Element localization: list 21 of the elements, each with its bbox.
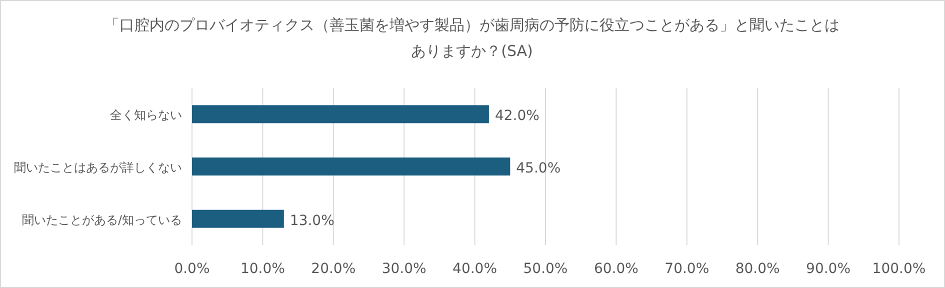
data-label: 13.0% bbox=[290, 212, 334, 229]
x-tick-label: 10.0% bbox=[240, 261, 285, 277]
x-tick-label: 50.0% bbox=[523, 261, 568, 277]
data-label: 45.0% bbox=[516, 160, 561, 176]
y-tick-label: 全く知らない bbox=[110, 108, 182, 122]
x-tick-label: 70.0% bbox=[664, 261, 710, 277]
y-tick-label: 聞いたことはあるが詳しくない bbox=[14, 160, 182, 174]
x-tick-label: 100.0% bbox=[872, 261, 926, 277]
x-tick-label: 80.0% bbox=[735, 261, 780, 277]
x-tick-label: 20.0% bbox=[311, 261, 356, 277]
data-label: 42.0% bbox=[494, 108, 540, 124]
bar bbox=[192, 158, 510, 176]
chart-title: 「口腔内のプロバイオティクス（善玉菌を増やす製品）が歯周病の予防に役立つことがある」と聞いたことはありますか？(SA) bbox=[104, 16, 840, 60]
x-tick-label: 90.0% bbox=[806, 261, 851, 277]
x-tick-label: 0.0% bbox=[174, 261, 210, 277]
y-tick-label: 聞いたことがある/知っている bbox=[22, 212, 182, 227]
x-tick-label: 40.0% bbox=[452, 261, 498, 277]
x-tick-label: 60.0% bbox=[594, 261, 638, 277]
bar bbox=[192, 210, 284, 228]
x-tick-label: 30.0% bbox=[382, 261, 426, 277]
bar bbox=[192, 105, 489, 124]
